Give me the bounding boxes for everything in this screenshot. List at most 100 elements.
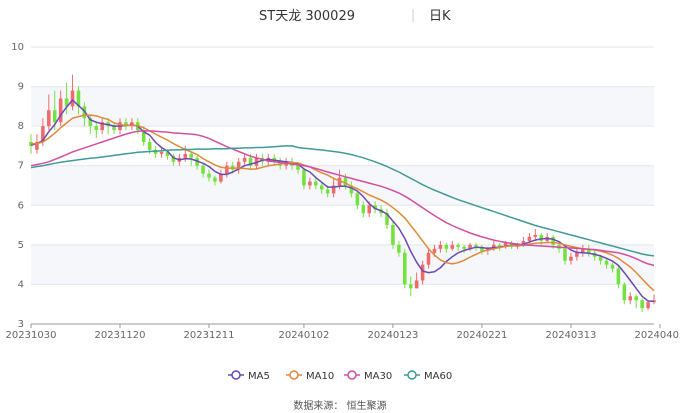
legend-marker — [231, 370, 241, 380]
candle-body — [29, 141, 33, 146]
band-3 — [31, 284, 654, 324]
candle-body — [462, 246, 466, 249]
candle-body — [349, 185, 354, 194]
candle-body — [171, 155, 176, 162]
band-5 — [31, 205, 654, 245]
candle-body — [94, 126, 99, 131]
candle-body — [76, 90, 81, 107]
candle-body — [52, 110, 57, 123]
data-source: 数据来源： 恒生聚源 — [293, 399, 386, 412]
series-line-ma10 — [30, 114, 655, 292]
moving-average-lines — [30, 99, 655, 303]
band-7 — [31, 126, 654, 166]
legend-label: MA60 — [424, 371, 452, 382]
candle-body — [456, 244, 460, 247]
candle-body — [551, 236, 555, 245]
x-tick-label: 20240403 — [634, 330, 680, 341]
legend: MA5 MA10 MA30 MA60 — [228, 370, 452, 382]
candle-body — [640, 300, 644, 309]
band-8 — [31, 86, 654, 127]
candle-body — [141, 130, 146, 142]
y-tick-label: 9 — [18, 82, 24, 93]
candle-body — [480, 246, 484, 251]
candle-body — [420, 264, 425, 281]
x-tick-label: 20240221 — [456, 330, 507, 341]
candle-body — [497, 244, 502, 247]
candle-body — [355, 193, 360, 206]
plot-background — [31, 47, 654, 324]
x-tick-label: 20231211 — [184, 330, 235, 341]
y-tick-label: 5 — [18, 240, 24, 251]
candle-body — [403, 252, 407, 285]
candle-body — [165, 151, 170, 156]
candle-body — [100, 122, 104, 131]
series-line-ma30 — [30, 130, 655, 267]
candle-body — [112, 126, 116, 131]
x-tick-label: 20231120 — [95, 330, 146, 341]
candle-body — [236, 161, 241, 170]
candle-body — [468, 244, 472, 249]
candle-body — [308, 181, 312, 186]
band-6 — [31, 165, 654, 206]
y-tick-label: 6 — [18, 200, 24, 211]
candle-body — [314, 181, 318, 186]
y-tick-label: 7 — [18, 161, 24, 172]
candle-body — [521, 240, 526, 245]
candle-body — [385, 213, 389, 226]
candle-body — [331, 185, 336, 194]
candle-body — [438, 244, 443, 249]
candle-body — [343, 177, 348, 186]
candle-body — [610, 264, 615, 269]
candle-body — [563, 248, 567, 261]
legend-marker — [407, 370, 417, 380]
y-tick-label: 10 — [11, 42, 24, 53]
candle-body — [646, 302, 650, 309]
candle-body — [213, 177, 217, 182]
candle-body — [397, 244, 401, 253]
x-axis: 20231030 20231120 20231211 20240102 20240123… — [6, 323, 680, 341]
candle-body — [183, 153, 188, 158]
candle-body — [319, 185, 324, 190]
candle-body — [130, 122, 134, 127]
candle-body — [616, 268, 621, 285]
candle-body — [201, 165, 205, 174]
x-tick-label: 20240123 — [367, 330, 418, 341]
candle-body — [41, 126, 45, 142]
candle-body — [598, 256, 603, 261]
candle-body — [503, 242, 508, 247]
candle-body — [325, 189, 330, 194]
candle-body — [581, 248, 585, 253]
legend-marker — [347, 370, 357, 380]
x-tick-label: 20231030 — [6, 330, 57, 341]
candle-body — [444, 244, 449, 249]
candle-body — [634, 296, 638, 301]
candle-body — [539, 234, 544, 241]
band-9 — [31, 47, 654, 87]
x-tick-label: 20240313 — [545, 330, 596, 341]
candle-body — [361, 205, 366, 214]
candle-body — [248, 157, 253, 166]
candle-body — [408, 284, 413, 289]
candle-body — [159, 151, 164, 154]
candle-body — [622, 284, 627, 301]
chart-header: ST天龙 300029 日K — [259, 9, 451, 24]
chart-title: ST天龙 300029 — [259, 9, 355, 24]
candle-body — [474, 244, 478, 247]
candle-body — [219, 173, 223, 182]
candle-body — [189, 153, 193, 158]
y-tick-label: 8 — [18, 121, 24, 132]
candle-body — [124, 122, 128, 127]
candle-body — [207, 173, 211, 178]
candle-body — [527, 236, 532, 241]
series-line-ma60 — [30, 145, 655, 257]
candle-body — [569, 256, 573, 261]
legend-label: MA10 — [306, 371, 334, 382]
candle-body — [35, 141, 39, 150]
candle-body — [432, 248, 437, 253]
candle-body — [586, 248, 591, 253]
candle-body — [64, 98, 69, 107]
candle-body — [604, 260, 609, 265]
period-label: 日K — [429, 9, 451, 24]
candle-body — [58, 98, 63, 123]
